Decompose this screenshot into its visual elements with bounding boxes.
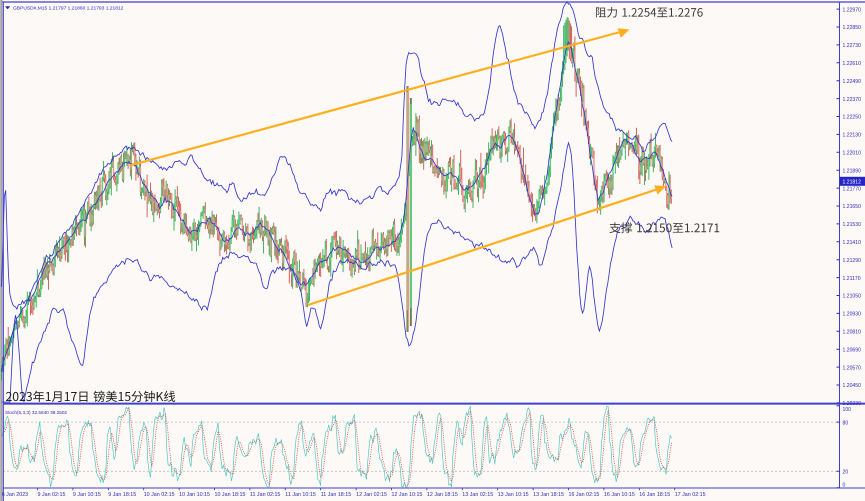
svg-text:1.22370: 1.22370 — [843, 97, 862, 103]
svg-text:1.20570: 1.20570 — [843, 365, 862, 371]
svg-text:9 Jan 02:15: 9 Jan 02:15 — [38, 492, 66, 498]
svg-text:GBPUSD#,M15 1.21797 1.21860 1: GBPUSD#,M15 1.21797 1.21860 1.21793 1.21… — [13, 6, 124, 12]
svg-text:13 Jan 10:15: 13 Jan 10:15 — [498, 492, 529, 498]
svg-text:1.22730: 1.22730 — [843, 43, 862, 49]
svg-text:1.22610: 1.22610 — [843, 61, 862, 67]
svg-text:12 Jan 02:15: 12 Jan 02:15 — [356, 492, 387, 498]
svg-text:9 Jan 10:15: 9 Jan 10:15 — [73, 492, 101, 498]
svg-text:1.20810: 1.20810 — [843, 330, 862, 336]
svg-text:1.22850: 1.22850 — [843, 25, 862, 31]
svg-text:10 Jan 10:15: 10 Jan 10:15 — [179, 492, 210, 498]
svg-text:1.20690: 1.20690 — [843, 347, 862, 353]
svg-text:1.22970: 1.22970 — [843, 7, 862, 13]
svg-text:1.21170: 1.21170 — [843, 276, 861, 282]
svg-text:0: 0 — [843, 483, 846, 489]
svg-text:1.21770: 1.21770 — [843, 186, 862, 192]
svg-text:1.21290: 1.21290 — [843, 258, 862, 264]
svg-text:1.22010: 1.22010 — [843, 151, 862, 157]
svg-text:1.21812: 1.21812 — [843, 180, 862, 186]
svg-text:1.21890: 1.21890 — [843, 168, 862, 174]
svg-text:1.21410: 1.21410 — [843, 240, 862, 246]
svg-text:1.21530: 1.21530 — [843, 222, 862, 228]
svg-text:16 Jan 18:15: 16 Jan 18:15 — [639, 492, 670, 498]
svg-text:6 Jan 2023: 6 Jan 2023 — [2, 492, 28, 498]
svg-text:1.20450: 1.20450 — [843, 383, 862, 389]
svg-text:13 Jan 18:15: 13 Jan 18:15 — [533, 492, 564, 498]
svg-text:12 Jan 18:15: 12 Jan 18:15 — [427, 492, 458, 498]
svg-text:1.20930: 1.20930 — [843, 312, 862, 318]
svg-text:9 Jan 18:15: 9 Jan 18:15 — [108, 492, 136, 498]
svg-text:20: 20 — [843, 470, 849, 476]
svg-text:10 Jan 18:15: 10 Jan 18:15 — [215, 492, 246, 498]
svg-text:16 Jan 02:15: 16 Jan 02:15 — [569, 492, 600, 498]
svg-text:1.20330: 1.20330 — [843, 401, 862, 407]
svg-text:100: 100 — [843, 407, 852, 413]
svg-text:1.21650: 1.21650 — [843, 204, 862, 210]
svg-text:11 Jan 18:15: 11 Jan 18:15 — [321, 492, 352, 498]
svg-text:1.22250: 1.22250 — [843, 115, 862, 121]
svg-text:13 Jan 02:15: 13 Jan 02:15 — [462, 492, 493, 498]
svg-text:11 Jan 02:15: 11 Jan 02:15 — [250, 492, 281, 498]
svg-text:1.22490: 1.22490 — [843, 79, 862, 85]
svg-text:12 Jan 10:15: 12 Jan 10:15 — [392, 492, 423, 498]
svg-text:1.22130: 1.22130 — [843, 133, 862, 139]
svg-text:1.21050: 1.21050 — [843, 294, 862, 300]
svg-text:17 Jan 02:15: 17 Jan 02:15 — [675, 492, 706, 498]
svg-text:16 Jan 10:15: 16 Jan 10:15 — [604, 492, 635, 498]
svg-text:80: 80 — [843, 420, 849, 426]
svg-text:Stoch(5,3,3) 32.5840 38.2502: Stoch(5,3,3) 32.5840 38.2502 — [5, 410, 67, 415]
svg-text:11 Jan 10:15: 11 Jan 10:15 — [285, 492, 316, 498]
svg-text:10 Jan 02:15: 10 Jan 02:15 — [144, 492, 175, 498]
